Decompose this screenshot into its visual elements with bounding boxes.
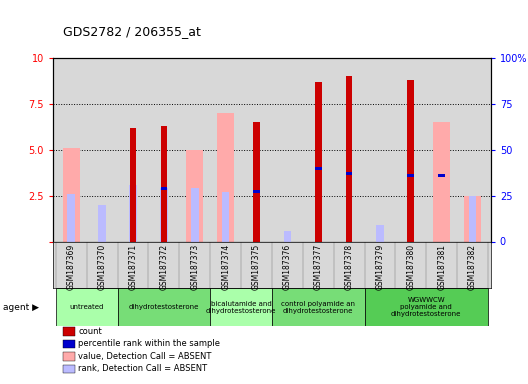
Bar xyxy=(129,185,137,242)
Text: untreated: untreated xyxy=(70,304,104,310)
Bar xyxy=(469,196,476,242)
Text: GSM187375: GSM187375 xyxy=(252,244,261,290)
Text: rank, Detection Call = ABSENT: rank, Detection Call = ABSENT xyxy=(78,364,208,373)
Bar xyxy=(56,288,118,326)
Bar xyxy=(222,192,230,242)
Text: GSM187381: GSM187381 xyxy=(437,244,446,290)
Text: GSM187374: GSM187374 xyxy=(221,244,230,290)
Bar xyxy=(408,174,414,177)
Bar xyxy=(253,190,260,193)
Bar xyxy=(284,231,291,242)
Text: WGWWCW
polyamide and
dihydrotestosterone: WGWWCW polyamide and dihydrotestosterone xyxy=(391,297,461,317)
Bar xyxy=(346,76,353,242)
Text: percentile rank within the sample: percentile rank within the sample xyxy=(78,339,220,348)
Bar xyxy=(315,81,322,242)
Text: GSM187372: GSM187372 xyxy=(159,244,168,290)
Text: dihydrotestosterone: dihydrotestosterone xyxy=(129,304,199,310)
Bar xyxy=(464,196,481,242)
Text: GSM187377: GSM187377 xyxy=(314,244,323,290)
Text: 0: 0 xyxy=(500,237,506,247)
Bar xyxy=(98,205,106,242)
Text: GSM187376: GSM187376 xyxy=(283,244,292,290)
Text: GSM187382: GSM187382 xyxy=(468,244,477,290)
Text: control polyamide an
dihydrotestosterone: control polyamide an dihydrotestosterone xyxy=(281,301,355,314)
Text: bicalutamide and
dihydrotestosterone: bicalutamide and dihydrotestosterone xyxy=(206,301,276,314)
Bar xyxy=(210,288,272,326)
Text: GSM187373: GSM187373 xyxy=(190,244,199,290)
Bar xyxy=(438,174,445,177)
Bar xyxy=(217,113,234,242)
Bar xyxy=(346,172,353,175)
Bar xyxy=(191,189,199,242)
Text: GSM187379: GSM187379 xyxy=(375,244,384,290)
Text: GSM187378: GSM187378 xyxy=(345,244,354,290)
Text: GSM187369: GSM187369 xyxy=(67,244,76,290)
Bar xyxy=(364,288,488,326)
Text: GSM187380: GSM187380 xyxy=(407,244,416,290)
Bar xyxy=(63,148,80,242)
Bar xyxy=(68,194,75,242)
Bar xyxy=(186,150,203,242)
Bar xyxy=(376,225,384,242)
Bar xyxy=(130,127,136,242)
Text: GSM187371: GSM187371 xyxy=(128,244,137,290)
Bar xyxy=(161,126,167,242)
Text: GSM187370: GSM187370 xyxy=(98,244,107,290)
Bar xyxy=(253,122,260,242)
Text: count: count xyxy=(78,327,102,336)
Bar xyxy=(161,187,167,190)
Bar xyxy=(160,189,168,242)
Bar xyxy=(433,122,450,242)
Bar xyxy=(408,80,414,242)
Bar xyxy=(315,167,322,170)
Text: GDS2782 / 206355_at: GDS2782 / 206355_at xyxy=(63,25,201,38)
Text: value, Detection Call = ABSENT: value, Detection Call = ABSENT xyxy=(78,352,212,361)
Bar xyxy=(272,288,364,326)
Bar xyxy=(118,288,210,326)
Text: agent ▶: agent ▶ xyxy=(3,303,39,312)
